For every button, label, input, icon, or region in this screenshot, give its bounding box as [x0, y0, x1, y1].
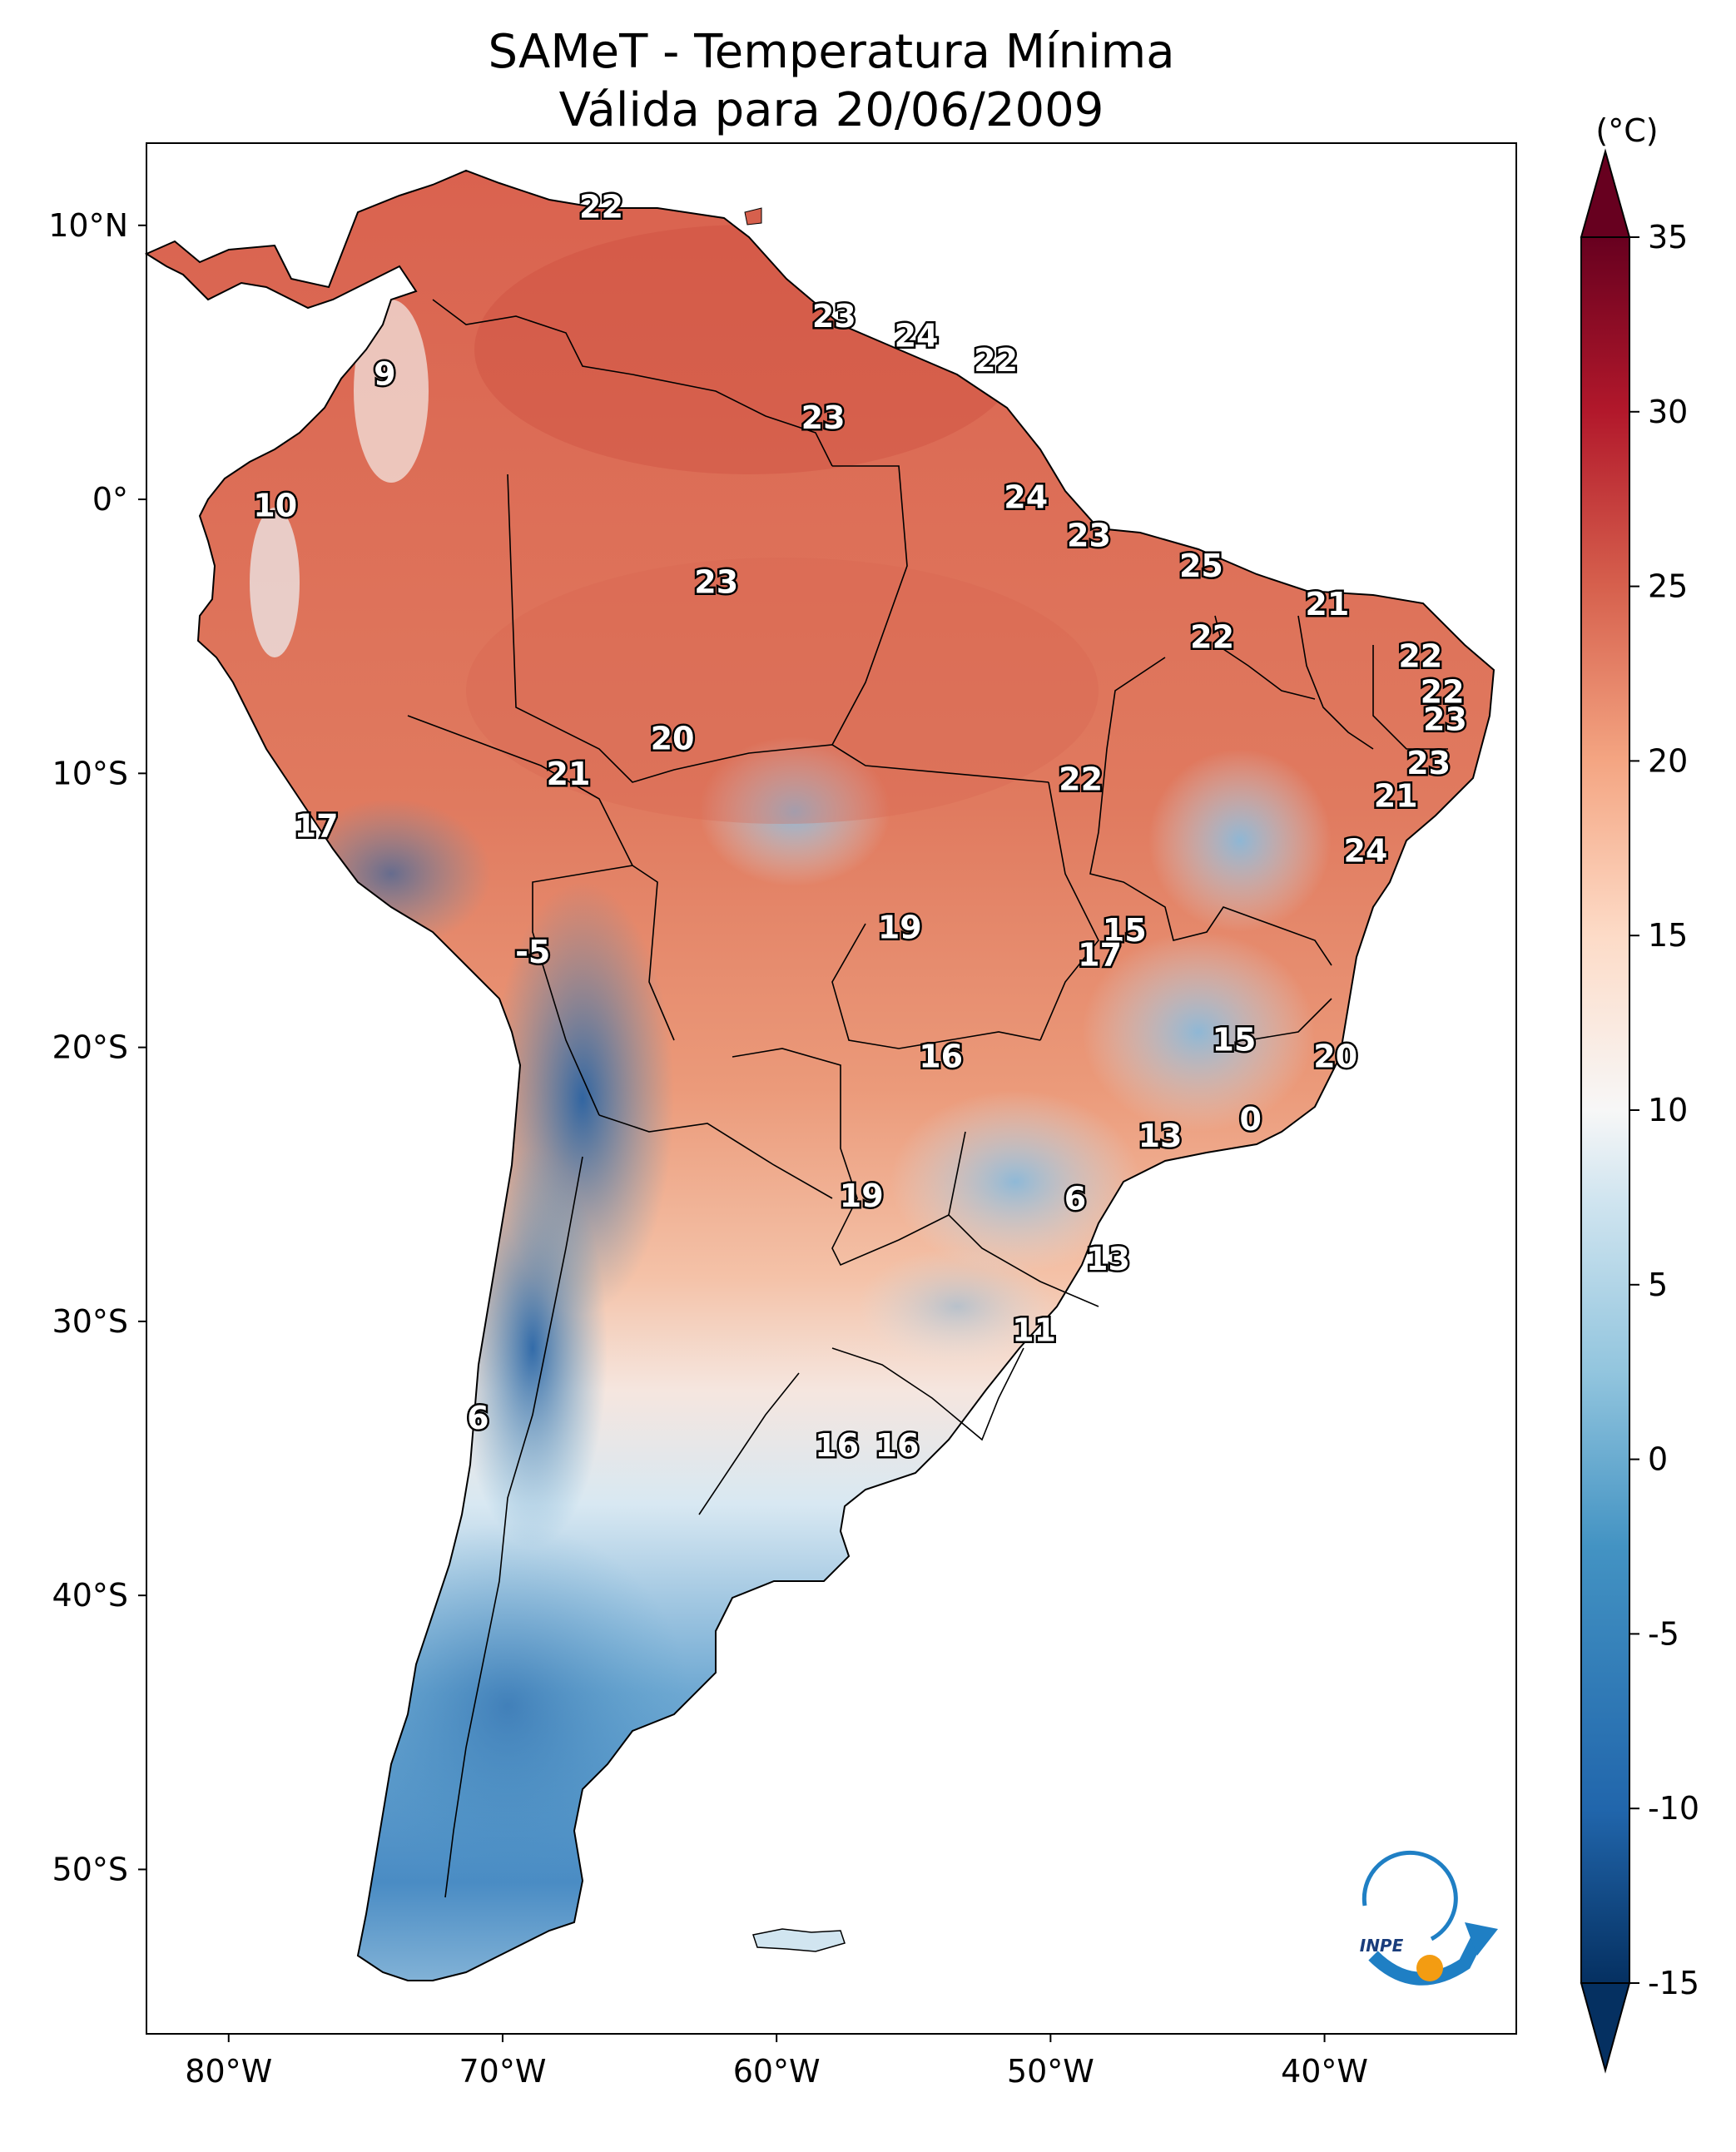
lon-tick-label: 70°W: [459, 2053, 546, 2090]
temperature-label: 21: [1374, 777, 1418, 814]
inpe-logo: INPE: [1360, 1850, 1498, 1986]
map-title: SAMeT - Temperatura Mínima Válida para 2…: [146, 23, 1516, 140]
colorbar-unit: (°C): [1595, 112, 1658, 149]
temperature-label: 13: [1086, 1241, 1130, 1277]
lon-tick-label: 80°W: [185, 2053, 272, 2090]
temperature-label: 15: [1103, 912, 1147, 949]
temperature-label: 25: [1179, 548, 1223, 584]
temperature-label: 17: [295, 808, 339, 845]
temperature-label: 15: [1212, 1022, 1256, 1059]
colorbar: (°C) 35 30 25 20 15 10 5 0 -5 -10 -15: [1580, 112, 1699, 2074]
temperature-label: 22: [1421, 673, 1465, 710]
colorbar-tick-label: 25: [1648, 568, 1688, 605]
temperature-label: 10: [253, 487, 297, 523]
temperature-label: 16: [919, 1038, 963, 1074]
temperature-label: 23: [801, 399, 846, 436]
falkland-islands: [752, 1928, 846, 1952]
lat-tick-label: 30°S: [52, 1303, 128, 1340]
colorbar-ticks: 35 30 25 20 15 10 5 0 -5 -10 -15: [1629, 219, 1699, 2001]
lat-tick-label: 10°N: [48, 207, 128, 244]
colorbar-tick-label: 5: [1648, 1267, 1668, 1303]
temperature-label: 22: [974, 342, 1018, 379]
temperature-label: 19: [878, 910, 922, 946]
temperature-label: 0: [1239, 1101, 1261, 1138]
lat-tick-label: 0°: [92, 481, 128, 518]
lat-tick-label: 40°S: [52, 1577, 128, 1614]
temperature-label: 23: [1406, 745, 1451, 781]
lat-tick-label: 20°S: [52, 1029, 128, 1066]
temperature-label: 22: [1059, 761, 1103, 798]
lon-tick-label: 60°W: [733, 2053, 821, 2090]
temperature-label: 17: [1078, 936, 1122, 973]
temperature-label: 21: [1305, 586, 1349, 622]
temperature-label: 6: [467, 1400, 489, 1436]
temperature-label: 23: [694, 564, 738, 601]
temperature-label: 6: [1064, 1181, 1086, 1217]
title-line-2: Válida para 20/06/2009: [558, 83, 1104, 137]
temperature-label: 22: [1190, 618, 1234, 655]
temperature-label: 9: [374, 355, 395, 392]
temperature-label: 19: [840, 1178, 884, 1214]
temperature-label: 20: [651, 720, 695, 756]
temperature-label: 16: [875, 1427, 920, 1464]
colorbar-tick-label: 35: [1648, 219, 1688, 255]
colorbar-tick-label: 20: [1648, 742, 1688, 779]
colorbar-tick-label: 10: [1648, 1092, 1688, 1128]
temperature-label: 24: [1004, 479, 1048, 516]
longitude-tick-labels: 80°W 70°W 60°W 50°W 40°W: [185, 2034, 1368, 2090]
logo-text: INPE: [1360, 1936, 1404, 1956]
temperature-label: 23: [1423, 701, 1467, 737]
temperature-label: 24: [1343, 832, 1387, 869]
borders: [407, 299, 1448, 1898]
temperature-label: 23: [812, 298, 856, 335]
temperature-label: 20: [1313, 1038, 1357, 1074]
temperature-label: -5: [515, 934, 550, 970]
latitude-tick-labels: 10°N 0° 10°S 20°S 30°S 40°S 50°S: [48, 207, 146, 1887]
lon-tick-label: 50°W: [1007, 2053, 1094, 2090]
temperature-label: 22: [1398, 638, 1442, 675]
colorbar-tick-label: -5: [1648, 1615, 1679, 1652]
colorbar-tick-label: 30: [1648, 394, 1688, 430]
temperature-label: 13: [1138, 1118, 1183, 1154]
temperature-label: 23: [1067, 518, 1111, 554]
lon-tick-label: 40°W: [1281, 2053, 1368, 2090]
trinidad-island: [744, 207, 762, 226]
colorbar-tick-label: -15: [1648, 1965, 1699, 2001]
temperature-label: 21: [547, 756, 591, 792]
temperature-label: 22: [579, 189, 623, 226]
temperature-label: 11: [1012, 1312, 1056, 1349]
colorbar-tick-label: 0: [1648, 1441, 1668, 1478]
lat-tick-label: 50°S: [52, 1851, 128, 1887]
temperature-label: 24: [895, 317, 939, 354]
temperature-label: 16: [815, 1427, 859, 1464]
colorbar-tick-label: 15: [1648, 917, 1688, 954]
title-line-1: SAMeT - Temperatura Mínima: [488, 25, 1175, 79]
lat-tick-label: 10°S: [52, 755, 128, 791]
colorbar-tick-label: -10: [1648, 1790, 1699, 1827]
